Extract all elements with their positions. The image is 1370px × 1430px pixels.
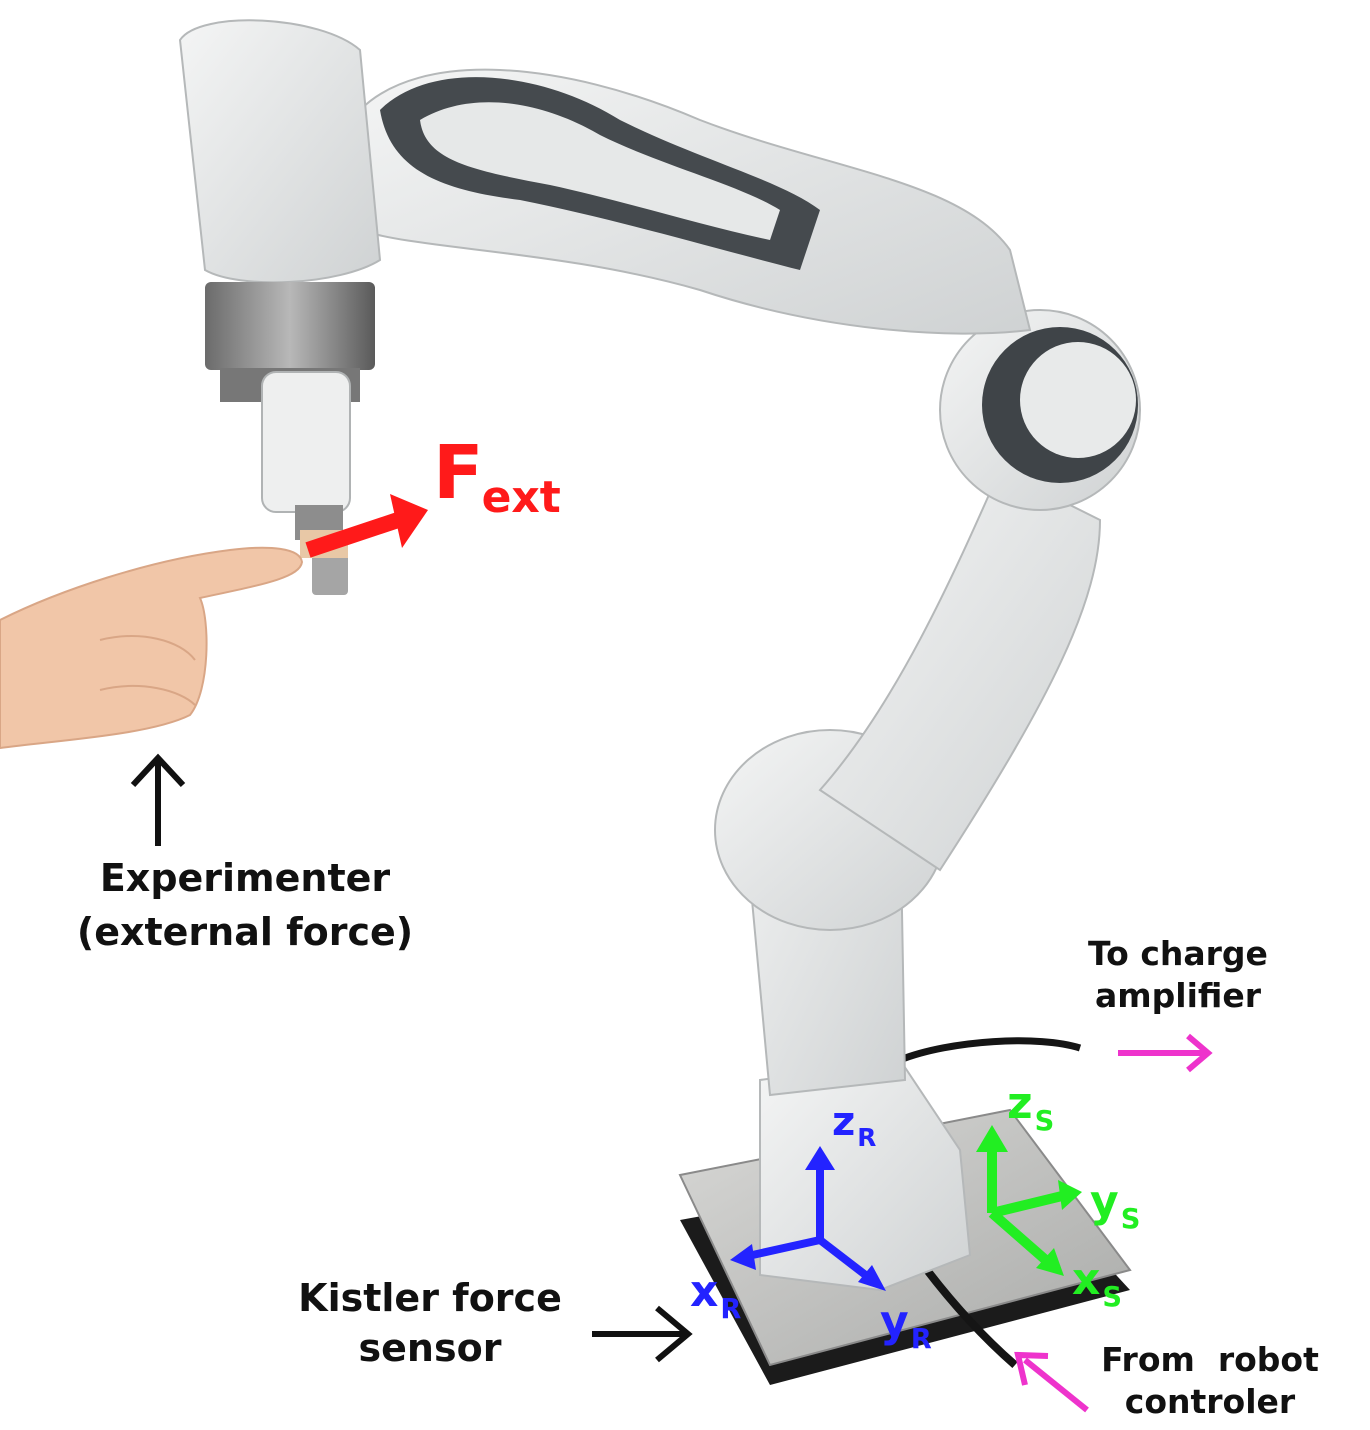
experimenter-label: Experimenter (external force) [20,856,470,954]
kistler-sensor-label: Kistler force sensor [270,1276,590,1370]
experimenter-label-line1: Experimenter [99,856,391,900]
kistler-sensor-line2: sensor [358,1325,502,1370]
experimenter-label-line2: (external force) [76,909,414,954]
sensor-frame-y-label: yS [1090,1176,1141,1236]
charge-amplifier-line2: amplifier [1094,976,1261,1016]
kistler-arrow [592,1305,693,1363]
force-arrow [305,494,428,558]
robot-frame-axes [730,1146,886,1291]
robot-frame-x-label: xR [690,1266,742,1326]
robot-controller-line2: controler [1124,1382,1296,1422]
charge-amplifier-arrow [1118,1033,1213,1073]
experimenter-arrow [130,753,186,846]
sensor-frame-x-label: xS [1072,1254,1123,1314]
robot-controller-arrow [1014,1351,1089,1413]
robot-controller-label: From robot controler [1080,1340,1340,1422]
sensor-frame-z-label: zS [1007,1078,1055,1138]
robot-arm [178,19,1141,1292]
kistler-sensor-line1: Kistler force [298,1276,562,1320]
force-label-main: F [433,430,484,516]
charge-amplifier-line1: To charge [1088,934,1268,973]
force-label-sub: ext [481,472,561,523]
experimenter-hand [0,546,304,750]
robot-controller-line1: From robot [1101,1340,1319,1379]
charge-amplifier-label: To charge amplifier [1058,934,1298,1016]
force-label: Fext [433,436,561,520]
robot-frame-y-label: yR [880,1296,932,1356]
robot-frame-z-label: zR [832,1099,877,1153]
sensor-frame-axes [976,1125,1082,1276]
